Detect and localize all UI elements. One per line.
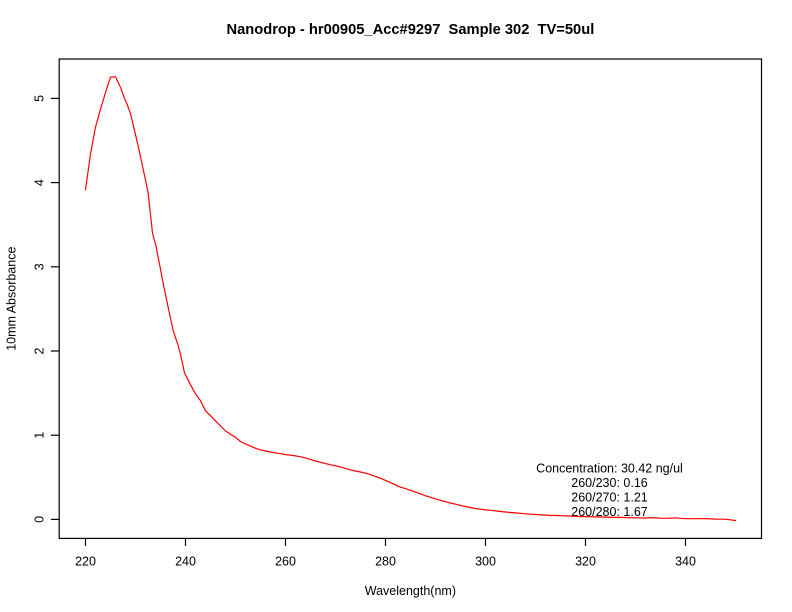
svg-text:5: 5 (32, 95, 46, 102)
svg-text:Concentration: 30.42 ng/ul: Concentration: 30.42 ng/ul (536, 462, 683, 476)
svg-text:1: 1 (32, 432, 46, 439)
svg-text:260: 260 (275, 555, 296, 569)
svg-text:220: 220 (75, 555, 96, 569)
svg-text:Wavelength(nm): Wavelength(nm) (365, 584, 456, 598)
svg-text:260/270: 1.21: 260/270: 1.21 (571, 491, 648, 505)
svg-text:320: 320 (575, 555, 596, 569)
svg-text:240: 240 (175, 555, 196, 569)
svg-text:4: 4 (32, 179, 46, 186)
svg-text:300: 300 (475, 555, 496, 569)
svg-text:260/280: 1.67: 260/280: 1.67 (571, 505, 648, 519)
svg-text:280: 280 (375, 555, 396, 569)
svg-text:0: 0 (32, 516, 46, 523)
svg-text:10mm Absorbance: 10mm Absorbance (5, 247, 19, 351)
svg-text:340: 340 (675, 555, 696, 569)
svg-text:Nanodrop - hr00905_Acc#9297 S: Nanodrop - hr00905_Acc#9297 Sample 302 T… (227, 22, 595, 38)
svg-text:2: 2 (32, 347, 46, 354)
svg-text:260/230: 0.16: 260/230: 0.16 (571, 476, 648, 490)
svg-text:3: 3 (32, 263, 46, 270)
